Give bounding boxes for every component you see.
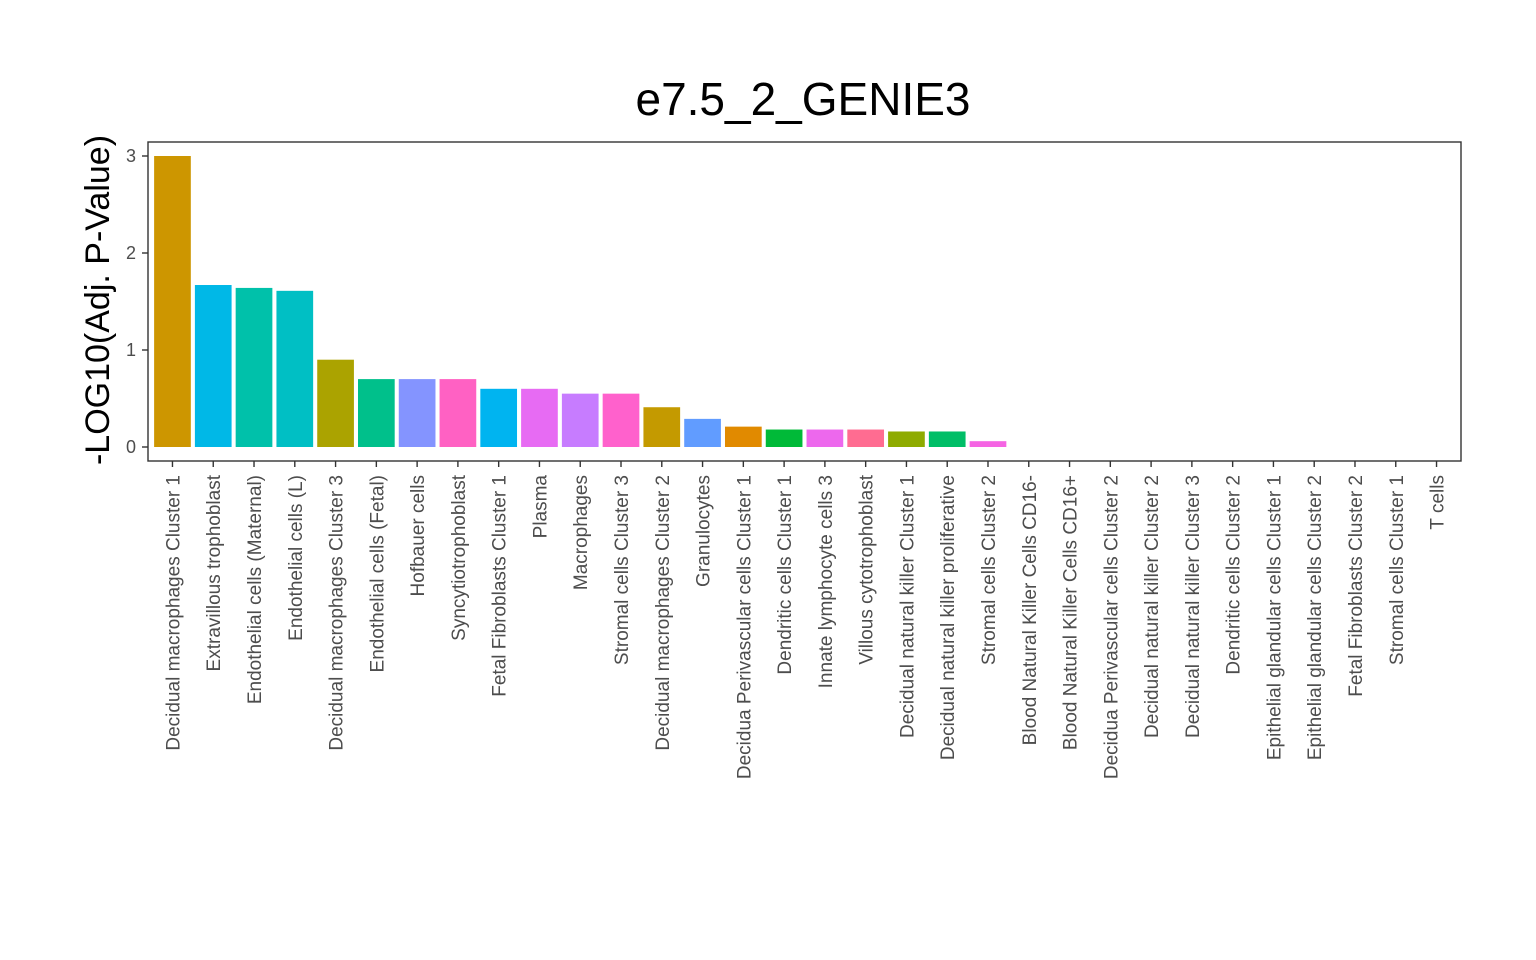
bar-3 (276, 290, 314, 447)
x-tick-label-0: Decidual macrophages Cluster 1 (163, 475, 184, 751)
x-tick-label-10: Macrophages (571, 475, 592, 590)
plot-panel (147, 141, 1462, 462)
y-axis: 0 1 2 3 (126, 146, 148, 457)
x-tick-label-23: Decidua Perivascular cells Cluster 2 (1101, 475, 1122, 779)
bar-14 (724, 426, 762, 447)
x-tick-label-14: Decidua Perivascular cells Cluster 1 (734, 475, 755, 779)
bar-4 (317, 359, 354, 447)
x-tick-label-31: T cells (1428, 475, 1449, 530)
x-tick-label-8: Fetal Fibroblasts Cluster 1 (490, 475, 511, 697)
x-tick-label-2: Endothelial cells (Maternal) (245, 475, 266, 704)
bar-11 (602, 393, 640, 447)
x-tick-label-6: Hofbauer cells (408, 475, 429, 596)
x-axis: Decidual macrophages Cluster 1 Extravillo… (163, 461, 1449, 779)
bar-5 (357, 379, 395, 447)
x-tick-label-4: Decidual macrophages Cluster 3 (327, 475, 348, 751)
x-tick-label-3: Endothelial cells (L) (286, 475, 307, 641)
bar-16 (806, 429, 844, 447)
x-tick-label-20: Stromal cells Cluster 2 (979, 475, 1000, 665)
x-tick-label-26: Dendritic cells Cluster 2 (1224, 475, 1245, 675)
bar-2 (235, 287, 273, 447)
bar-18 (888, 431, 925, 447)
y-tick-label-3: 3 (126, 146, 136, 166)
x-tick-label-22: Blood Natural Killer Cells CD16+ (1061, 475, 1082, 750)
y-axis-label: -LOG10(Adj. P-Value) (79, 135, 117, 465)
bar-15 (765, 429, 803, 447)
bars-group (154, 156, 1007, 447)
x-tick-label-9: Plasma (530, 475, 551, 539)
x-tick-label-13: Granulocytes (694, 475, 715, 587)
bar-1 (194, 285, 232, 447)
y-tick-label-0: 0 (126, 437, 136, 457)
x-tick-label-18: Decidual natural killer Cluster 1 (897, 475, 918, 738)
x-tick-label-25: Decidual natural killer Cluster 3 (1183, 475, 1204, 738)
x-tick-label-29: Fetal Fibroblasts Cluster 2 (1346, 475, 1367, 697)
x-tick-label-28: Epithelial glandular cells Cluster 2 (1305, 475, 1326, 760)
x-tick-label-12: Decidual macrophages Cluster 2 (653, 475, 674, 751)
y-tick-label-1: 1 (126, 340, 136, 360)
bar-10 (561, 393, 599, 447)
bar-13 (684, 418, 721, 447)
x-tick-label-5: Endothelial cells (Fetal) (367, 475, 388, 672)
bar-9 (521, 388, 558, 447)
bar-0 (154, 156, 191, 447)
x-tick-label-30: Stromal cells Cluster 1 (1387, 475, 1408, 665)
x-tick-label-11: Stromal cells Cluster 3 (612, 475, 633, 665)
x-tick-label-1: Extravillous trophoblast (204, 474, 225, 671)
bar-19 (928, 431, 966, 447)
bar-7 (439, 379, 477, 447)
x-tick-label-27: Epithelial glandular cells Cluster 1 (1264, 475, 1285, 760)
bar-8 (480, 388, 518, 447)
chart-title: e7.5_2_GENIE3 (635, 73, 970, 125)
x-tick-label-19: Decidual natural killer proliferative (938, 475, 959, 760)
bar-20 (969, 441, 1007, 447)
bar-17 (847, 429, 885, 447)
bar-12 (643, 407, 681, 447)
x-tick-label-21: Blood Natural Killer Cells CD16- (1020, 475, 1041, 745)
x-tick-label-17: Villous cytotrophoblast (857, 474, 878, 664)
y-tick-label-2: 2 (126, 243, 136, 263)
x-tick-label-15: Dendritic cells Cluster 1 (775, 475, 796, 675)
x-tick-label-24: Decidual natural killer Cluster 2 (1142, 475, 1163, 738)
x-tick-label-7: Syncytiotrophoblast (449, 474, 470, 641)
x-tick-label-16: Innate lymphocyte cells 3 (816, 475, 837, 688)
bar-6 (398, 379, 436, 447)
